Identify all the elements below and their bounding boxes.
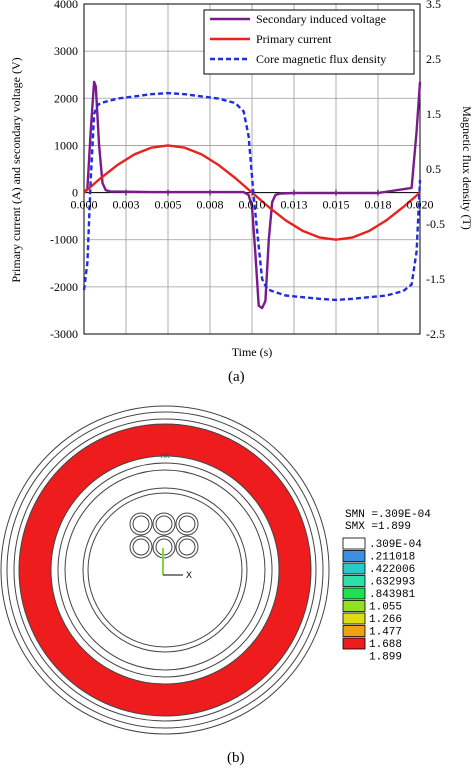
legend-box [203, 9, 415, 75]
y-tick-label: 0 [72, 186, 78, 200]
x-tick-label: 0.008 [197, 198, 224, 212]
series-line [83, 80, 422, 310]
y2-tick-label: 2.5 [426, 52, 441, 66]
contour-legend-swatch [342, 550, 366, 562]
y2-tick-label: -0.5 [426, 217, 445, 231]
contour-legend-swatch [342, 600, 366, 612]
conductor-inner [132, 515, 150, 533]
contour-plot: MX X SMN =.309E-04 SMX =1.899 .309E-04.2… [0, 405, 431, 735]
conductor-inner [178, 515, 196, 533]
x-tick-label: 0.010 [239, 198, 266, 212]
contour-legend-label: 1.477 [369, 627, 402, 639]
contour-legend-swatch [342, 562, 366, 575]
legend-label: Primary current [256, 32, 332, 46]
mx-marker: MX [161, 453, 170, 461]
y-tick-label: 3000 [54, 44, 78, 58]
inner-ring-4 [87, 492, 243, 648]
series-line [82, 91, 422, 302]
caption-b: (b) [227, 750, 245, 766]
x-axis-label: Time (s) [232, 345, 273, 359]
x-tick-label: 0.005 [155, 198, 182, 212]
conductor-inner [178, 538, 196, 556]
x-tick-label: 0.003 [113, 198, 140, 212]
contour-legend-label: .309E-04 [369, 539, 422, 551]
contour-legend-label: 1.899 [369, 652, 402, 664]
contour-legend-label: 1.055 [369, 602, 402, 614]
contour-legend-swatch [342, 625, 366, 637]
y-tick-label: 4000 [54, 0, 78, 11]
x-tick-label: 0.018 [365, 198, 392, 212]
y-tick-label: -3000 [50, 327, 78, 341]
y2-axis-label: Magnetic flux density (T) [460, 106, 474, 230]
contour-legend-label: .632993 [369, 577, 415, 589]
left-tick-labels: -3000 -2000 -1000 0 1000 2000 3000 4000 [50, 0, 78, 341]
time-domain-chart: -3000 -2000 -1000 0 1000 2000 3000 4000 -2.5 -1.… [9, 0, 474, 359]
contour-legend-swatch [342, 537, 366, 550]
caption-a: (a) [228, 369, 245, 385]
axis-x-label: X [186, 570, 192, 580]
contour-legend-swatch [342, 637, 366, 650]
y2-tick-label: 3.5 [426, 0, 441, 11]
series-line [83, 144, 421, 241]
coordinate-triad: X [162, 548, 192, 580]
y2-tick-label: -2.5 [426, 327, 445, 341]
contour-legend-swatch [342, 612, 366, 625]
right-tick-labels: -2.5 -1.5 -0.5 0.5 1.5 2.5 3.5 [426, 0, 445, 341]
legend-label: Secondary induced voltage [256, 12, 386, 26]
contour-legend-label: 1.688 [369, 639, 402, 651]
cable-cross-section: MX X [0, 405, 330, 735]
x-tick-labels: 0.000 0.003 0.005 0.008 0.010 0.013 0.015 0.018… [71, 198, 434, 212]
y2-tick-label: 1.5 [426, 107, 441, 121]
conductor-inner [155, 515, 173, 533]
plot-frame [83, 3, 421, 335]
conductor-inner [132, 538, 150, 556]
contour-legend-label: .843981 [369, 589, 416, 601]
y2-tick-label: 0.5 [426, 162, 441, 176]
y-tick-label: 1000 [54, 138, 78, 152]
y-axis-label: Primary current (A) and secondary voltag… [9, 57, 23, 282]
x-tick-label: 0.000 [71, 198, 98, 212]
y-tick-label: -1000 [50, 233, 78, 247]
x-tick-label: 0.020 [407, 198, 434, 212]
contour-legend-label: .211018 [369, 552, 415, 564]
series-layer [82, 80, 422, 310]
contour-legend-label: .422006 [369, 564, 415, 576]
x-tick-label: 0.015 [323, 198, 350, 212]
smx-label: SMX =1.899 [345, 521, 411, 533]
contour-legend: SMN =.309E-04 SMX =1.899 .309E-04.211018… [342, 509, 431, 664]
chart-legend: Secondary induced voltage Primary current… [203, 9, 415, 75]
smn-label: SMN =.309E-04 [345, 509, 431, 521]
contour-legend-swatch [342, 587, 366, 600]
y2-tick-label: -1.5 [426, 272, 445, 286]
y-tick-label: 2000 [54, 91, 78, 105]
x-tick-label: 0.013 [281, 198, 308, 212]
conductor-bundle [129, 512, 199, 559]
legend-label: Core magnetic flux density [256, 52, 386, 66]
contour-legend-swatch [342, 575, 366, 587]
contour-legend-label: 1.266 [369, 614, 402, 626]
y-tick-label: -2000 [50, 280, 78, 294]
